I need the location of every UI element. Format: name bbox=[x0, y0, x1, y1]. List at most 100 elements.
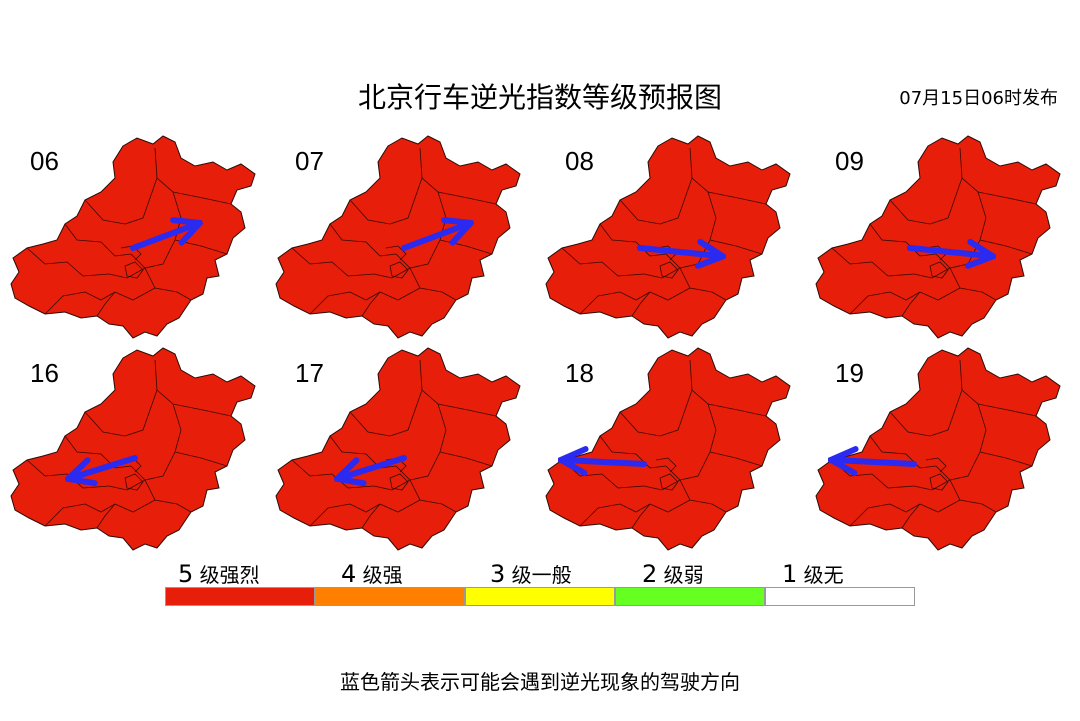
district-border bbox=[913, 479, 951, 491]
panel-hour-label: 18 bbox=[565, 358, 594, 388]
district-border bbox=[707, 191, 767, 205]
panel-hour-label: 19 bbox=[835, 358, 864, 388]
beijing-district-map bbox=[275, 347, 521, 551]
legend-color-bar bbox=[165, 587, 915, 606]
district-border bbox=[379, 287, 421, 301]
legend-labels: 5 级强烈 4 级强 3 级一般 2 级弱 1 级无 bbox=[165, 560, 915, 590]
district-border bbox=[395, 239, 441, 269]
district-border bbox=[901, 291, 921, 317]
district-border bbox=[869, 223, 937, 257]
district-border bbox=[124, 261, 144, 279]
district-border bbox=[977, 403, 1037, 417]
district-border bbox=[665, 451, 711, 481]
region-outline bbox=[10, 347, 256, 551]
district-border bbox=[689, 359, 717, 453]
beijing-district-map bbox=[10, 135, 256, 339]
beijing-district-map bbox=[815, 135, 1061, 339]
region-outline bbox=[10, 135, 256, 339]
region-outline bbox=[545, 135, 791, 339]
backlight-direction-arrow bbox=[130, 224, 197, 251]
district-border bbox=[437, 403, 497, 417]
legend-label-5: 5 级强烈 bbox=[178, 560, 260, 588]
district-border bbox=[120, 245, 142, 261]
legend-label-4: 4 级强 bbox=[341, 560, 403, 588]
backlight-direction-arrow bbox=[834, 460, 917, 464]
legend-label-3: 3 级一般 bbox=[490, 560, 572, 588]
district-border bbox=[409, 479, 457, 513]
district-border bbox=[679, 479, 727, 513]
district-border bbox=[599, 223, 667, 257]
district-border bbox=[96, 291, 116, 317]
district-border bbox=[959, 359, 987, 453]
district-border bbox=[869, 435, 937, 469]
district-border bbox=[949, 479, 997, 513]
legend-swatch-4 bbox=[315, 587, 465, 606]
district-border bbox=[919, 499, 961, 513]
legend-swatch-1 bbox=[765, 587, 915, 606]
map-title: 北京行车逆光指数等级预报图 bbox=[357, 81, 722, 114]
district-border bbox=[619, 177, 693, 225]
district-border bbox=[419, 359, 447, 453]
district-border bbox=[709, 451, 763, 467]
district-border bbox=[655, 457, 677, 473]
forecast-panel: 07 bbox=[270, 128, 540, 343]
district-border bbox=[44, 503, 116, 527]
district-border bbox=[929, 473, 949, 491]
forecast-panel: 17 bbox=[270, 340, 540, 555]
district-border bbox=[373, 267, 411, 279]
district-border bbox=[925, 457, 947, 473]
forecast-panel: 06 bbox=[5, 128, 275, 343]
district-border bbox=[395, 451, 441, 481]
forecast-panel: 18 bbox=[540, 340, 810, 555]
district-border bbox=[44, 291, 116, 315]
district-border bbox=[643, 479, 681, 491]
district-border bbox=[172, 403, 232, 417]
district-border bbox=[599, 435, 667, 469]
district-border bbox=[649, 287, 691, 301]
beijing-district-map bbox=[545, 347, 791, 551]
beijing-district-map bbox=[545, 135, 791, 339]
forecast-panel: 08 bbox=[540, 128, 810, 343]
district-border bbox=[913, 267, 951, 279]
district-border bbox=[389, 261, 409, 279]
beijing-district-map bbox=[275, 135, 521, 339]
district-border bbox=[144, 479, 192, 513]
district-border bbox=[26, 247, 110, 277]
backlight-direction-arrow bbox=[907, 248, 990, 256]
panel-hour-label: 16 bbox=[30, 358, 59, 388]
district-border bbox=[659, 473, 679, 491]
district-border bbox=[329, 435, 397, 469]
backlight-direction-arrow bbox=[401, 224, 468, 251]
district-border bbox=[659, 261, 679, 279]
district-border bbox=[935, 451, 981, 481]
district-border bbox=[889, 389, 963, 437]
district-border bbox=[831, 247, 915, 277]
district-border bbox=[919, 287, 961, 301]
district-border bbox=[361, 503, 381, 529]
district-border bbox=[679, 267, 727, 301]
district-border bbox=[144, 267, 192, 301]
district-border bbox=[174, 451, 228, 467]
district-border bbox=[114, 499, 156, 513]
district-border bbox=[64, 223, 132, 257]
district-border bbox=[291, 247, 375, 277]
district-border bbox=[154, 359, 182, 453]
district-border bbox=[929, 261, 949, 279]
district-border bbox=[108, 479, 146, 491]
district-border bbox=[437, 191, 497, 205]
district-border bbox=[309, 503, 381, 527]
backlight-direction-arrow bbox=[340, 455, 407, 478]
district-border bbox=[849, 291, 921, 315]
district-border bbox=[130, 239, 176, 269]
district-border bbox=[172, 191, 232, 205]
district-border bbox=[114, 287, 156, 301]
panel-hour-label: 07 bbox=[295, 146, 324, 176]
backlight-direction-arrow bbox=[564, 460, 647, 464]
legend-label-1: 1 级无 bbox=[782, 560, 844, 588]
district-border bbox=[707, 403, 767, 417]
legend-swatch-3 bbox=[465, 587, 615, 606]
region-outline bbox=[275, 135, 521, 339]
forecast-panel: 16 bbox=[5, 340, 275, 555]
district-border bbox=[643, 267, 681, 279]
backlight-direction-arrow bbox=[71, 455, 138, 478]
